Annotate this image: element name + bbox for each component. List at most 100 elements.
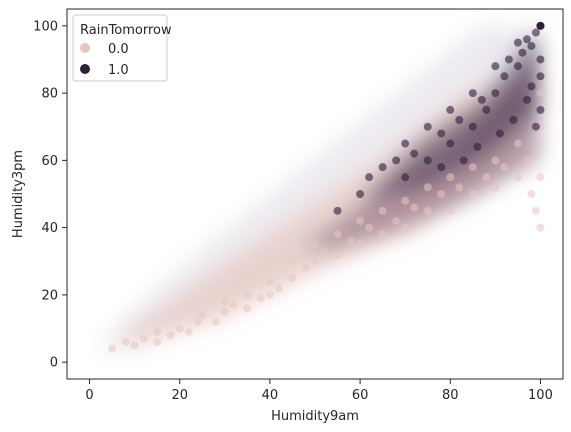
scatter-point-1-0 [468, 89, 477, 98]
scatter-point-0-0 [356, 216, 365, 225]
scatter-point-1-0 [333, 206, 342, 215]
scatter-point-0-0 [220, 307, 229, 316]
scatter-point-0-0 [288, 274, 297, 283]
scatter-point-0-0 [198, 311, 207, 320]
legend-box [72, 14, 168, 82]
legend-label-1: 1.0 [108, 63, 129, 78]
scatter-point-1-0 [522, 35, 531, 44]
scatter-point-1-0 [491, 89, 500, 98]
y-tick-label: 60 [41, 154, 58, 169]
scatter-point-1-0 [513, 62, 522, 71]
scatter-point-0-0 [211, 317, 220, 326]
x-tick-label: 0 [85, 388, 93, 403]
scatter-point-0-0 [401, 223, 410, 232]
scatter-point-1-0 [500, 72, 509, 81]
scatter-point-0-0 [356, 240, 365, 249]
scatter-point-0-0 [401, 196, 410, 205]
scatter-point-0-0 [531, 206, 540, 215]
scatter-point-0-0 [468, 190, 477, 198]
points-layer [108, 21, 545, 353]
scatter-point-0-0 [437, 190, 446, 198]
x-tick-label: 20 [171, 388, 188, 403]
scatter-point-0-0 [311, 257, 319, 266]
y-tick-label: 20 [41, 288, 58, 303]
scatter-point-1-0 [437, 163, 446, 172]
scatter-point-0-0 [265, 277, 274, 286]
scatter-point-1-0 [365, 173, 374, 182]
scatter-point-1-0 [459, 156, 468, 165]
scatter-point-0-0 [108, 344, 117, 353]
scatter-point-1-0 [509, 116, 518, 124]
scatter-point-1-0 [378, 163, 387, 172]
scatter-point-0-0 [220, 297, 229, 306]
scatter-point-0-0 [193, 317, 202, 326]
scatter-point-1-0 [527, 82, 536, 91]
scatter-point-1-0 [437, 129, 446, 138]
scatter-point-0-0 [347, 237, 356, 246]
scatter-point-1-0 [522, 95, 531, 104]
scatter-point-0-0 [130, 341, 139, 350]
scatter-point-0-0 [423, 183, 432, 192]
scatter-point-0-0 [175, 324, 184, 333]
scatter-point-0-0 [265, 290, 274, 299]
scatter-point-0-0 [288, 257, 297, 266]
legend-label-0: 0.0 [108, 42, 129, 57]
scatter-point-0-0 [500, 163, 509, 172]
legend-marker-0 [80, 43, 90, 53]
scatter-point-0-0 [139, 334, 148, 343]
y-tick-label: 40 [41, 221, 58, 236]
scatter-point-1-0 [495, 129, 504, 138]
scatter-point-0-0 [527, 190, 536, 198]
scatter-point-0-0 [320, 247, 329, 256]
scatter-point-1-0 [468, 122, 477, 131]
scatter-point-1-0 [423, 122, 432, 131]
scatter-point-1-0 [536, 55, 545, 64]
scatter-point-1-0 [401, 173, 410, 182]
plot-frame [66, 8, 564, 380]
scatter-point-1-0-max [536, 21, 545, 30]
x-tick-label: 80 [442, 388, 459, 403]
scatter-point-1-0 [392, 156, 401, 165]
scatter-point-0-0 [166, 331, 175, 340]
scatter-point-1-0 [531, 28, 540, 37]
scatter-point-0-0 [455, 183, 464, 192]
scatter-point-0-0 [274, 284, 283, 293]
scatter-point-1-0 [531, 122, 540, 131]
scatter-point-1-0 [446, 139, 455, 148]
scatter-point-0-0 [392, 216, 401, 225]
scatter-point-1-0 [473, 142, 482, 151]
scatter-point-0-0 [491, 183, 500, 192]
scatter-point-0-0 [410, 203, 419, 212]
scatter-point-1-0 [518, 48, 527, 57]
scatter-point-1-0 [504, 55, 513, 64]
scatter-point-0-0 [153, 338, 162, 346]
scatter-point-0-0 [153, 327, 162, 336]
scatter-point-0-0 [333, 250, 342, 259]
scatter-point-1-0 [410, 149, 419, 158]
x-axis-ticks: 0 20 40 60 80 100 [85, 379, 553, 403]
scatter-point-0-0 [536, 89, 545, 98]
scatter-point-0-0 [513, 173, 522, 182]
scatter-point-1-0 [423, 156, 432, 165]
x-tick-label: 60 [352, 388, 369, 403]
scatter-point-1-0 [356, 190, 365, 198]
scatter-point-0-0 [333, 230, 342, 239]
scatter-point-0-0 [229, 301, 238, 309]
scatter-point-0-0 [491, 156, 500, 165]
y-axis-label: Humidity3pm [11, 150, 26, 238]
x-axis-label: Humidity9am [271, 409, 359, 424]
scatter-point-0-0 [536, 173, 545, 182]
scatter-point-0-0 [513, 139, 522, 148]
scatter-point-0-0 [256, 294, 265, 303]
y-axis-ticks: 0 20 40 60 80 100 [33, 19, 67, 371]
scatter-point-0-0 [243, 290, 252, 299]
scatter-point-1-0 [455, 116, 464, 124]
scatter-point-0-0 [446, 206, 455, 215]
legend: RainTomorrow 0.0 1.0 [72, 14, 172, 82]
y-tick-label: 0 [50, 356, 58, 371]
scatter-point-0-0 [378, 230, 387, 239]
y-tick-label: 100 [33, 19, 58, 34]
legend-marker-1 [80, 64, 90, 74]
scatter-point-0-0 [522, 156, 531, 165]
scatter-point-0-0 [468, 163, 477, 172]
